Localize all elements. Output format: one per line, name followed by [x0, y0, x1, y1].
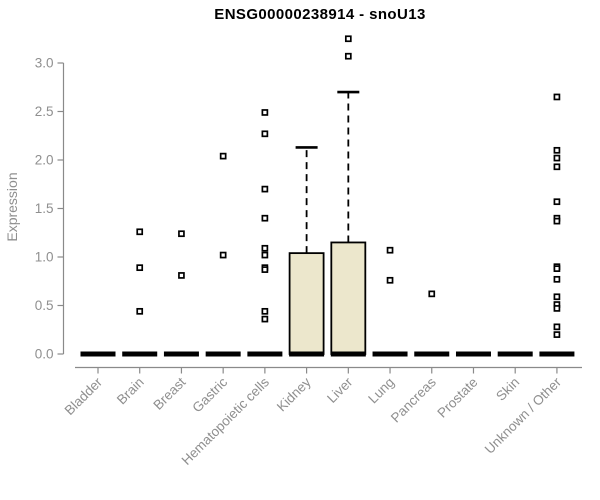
- outlier-point-hematopoietic-cells: [261, 185, 269, 193]
- outlier-point-lung: [386, 276, 394, 284]
- outlier-point-unknown-other: [553, 331, 561, 338]
- outlier-point-unknown-other: [553, 163, 561, 171]
- median-bar-breast: [163, 351, 199, 357]
- y-tick-label: 0.0: [35, 347, 54, 362]
- chart-title: ENSG00000238914 - snoU13: [214, 6, 426, 23]
- outlier-point-pancreas: [428, 290, 436, 298]
- outlier-point-hematopoietic-cells: [261, 315, 269, 323]
- outlier-point-hematopoietic-cells: [261, 244, 269, 252]
- median-bar-brain: [122, 351, 158, 357]
- median-bar-unknown-other: [539, 351, 575, 357]
- median-bar-liver: [330, 351, 366, 357]
- x-tick-label: Brain: [114, 375, 147, 408]
- outlier-point-hematopoietic-cells: [261, 130, 269, 138]
- y-tick-label: 1.5: [35, 201, 54, 216]
- outlier-point-hematopoietic-cells: [261, 266, 269, 273]
- outlier-point-hematopoietic-cells: [261, 251, 269, 259]
- median-bar-prostate: [455, 351, 491, 357]
- median-bar-gastric: [205, 351, 241, 357]
- median-bar-bladder: [80, 351, 116, 357]
- x-tick-label: Skin: [493, 375, 522, 404]
- median-bar-kidney: [289, 351, 325, 357]
- median-bar-hematopoietic-cells: [247, 351, 283, 357]
- x-tick-label: Breast: [150, 374, 188, 412]
- outlier-point-brain: [136, 228, 144, 236]
- outlier-point-unknown-other: [553, 93, 561, 101]
- outlier-point-hematopoietic-cells: [261, 214, 269, 222]
- outlier-point-unknown-other: [553, 305, 561, 312]
- y-tick-label: 2.5: [35, 104, 54, 119]
- outlier-point-hematopoietic-cells: [261, 307, 269, 315]
- x-tick-label: Prostate: [434, 375, 480, 421]
- outlier-point-hematopoietic-cells: [261, 109, 269, 116]
- boxplot-box-liver: [330, 241, 367, 355]
- y-tick-label: 1.0: [35, 250, 54, 265]
- median-bar-skin: [497, 351, 533, 357]
- outlier-point-unknown-other: [553, 154, 561, 162]
- outlier-point-unknown-other: [553, 146, 561, 154]
- median-bar-pancreas: [414, 351, 450, 357]
- median-bar-lung: [372, 351, 408, 357]
- outlier-point-brain: [136, 307, 144, 315]
- x-tick-label: Bladder: [62, 374, 106, 418]
- x-tick-label: Gastric: [189, 374, 230, 415]
- outlier-point-breast: [178, 272, 185, 279]
- y-tick-label: 0.5: [35, 298, 54, 313]
- boxplot-box-kidney: [288, 252, 325, 355]
- outlier-point-gastric: [219, 152, 227, 160]
- outlier-point-unknown-other: [553, 198, 561, 206]
- outlier-point-lung: [386, 246, 394, 254]
- outlier-point-unknown-other: [553, 217, 561, 225]
- outlier-point-unknown-other: [553, 293, 561, 301]
- outlier-point-brain: [136, 264, 144, 272]
- x-tick-label: Pancreas: [388, 374, 439, 425]
- outlier-point-liver: [344, 52, 352, 60]
- outlier-point-unknown-other: [553, 275, 561, 283]
- x-tick-label: Unknown / Other: [482, 374, 565, 457]
- y-tick-label: 2.0: [35, 153, 54, 168]
- outlier-point-unknown-other: [553, 265, 561, 272]
- outlier-point-unknown-other: [553, 323, 561, 331]
- x-tick-label: Liver: [324, 374, 356, 406]
- outlier-point-liver: [344, 35, 352, 43]
- y-tick-label: 3.0: [35, 56, 54, 71]
- outlier-point-gastric: [219, 251, 227, 259]
- x-tick-label: Lung: [365, 375, 397, 407]
- x-tick-label: Kidney: [274, 374, 314, 414]
- outlier-point-breast: [178, 230, 185, 238]
